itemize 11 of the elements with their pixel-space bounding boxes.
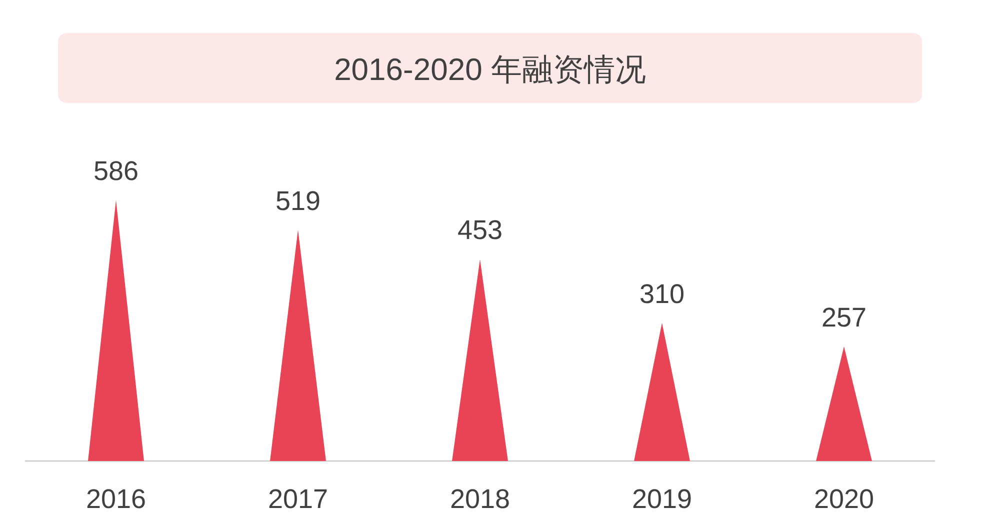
data-label: 453 [457, 215, 503, 246]
x-tick-label: 2017 [268, 484, 328, 514]
data-label: 586 [93, 156, 139, 186]
x-tick-label: 2019 [632, 484, 692, 514]
x-tick-label: 2016 [86, 484, 146, 514]
x-tick-label: 2018 [450, 484, 510, 514]
x-tick-label: 2020 [814, 484, 874, 514]
data-label: 519 [275, 186, 321, 216]
data-label: 310 [639, 278, 685, 309]
data-label: 257 [821, 302, 867, 333]
chart-title: 2016-2020 年融资情况 [334, 52, 646, 87]
